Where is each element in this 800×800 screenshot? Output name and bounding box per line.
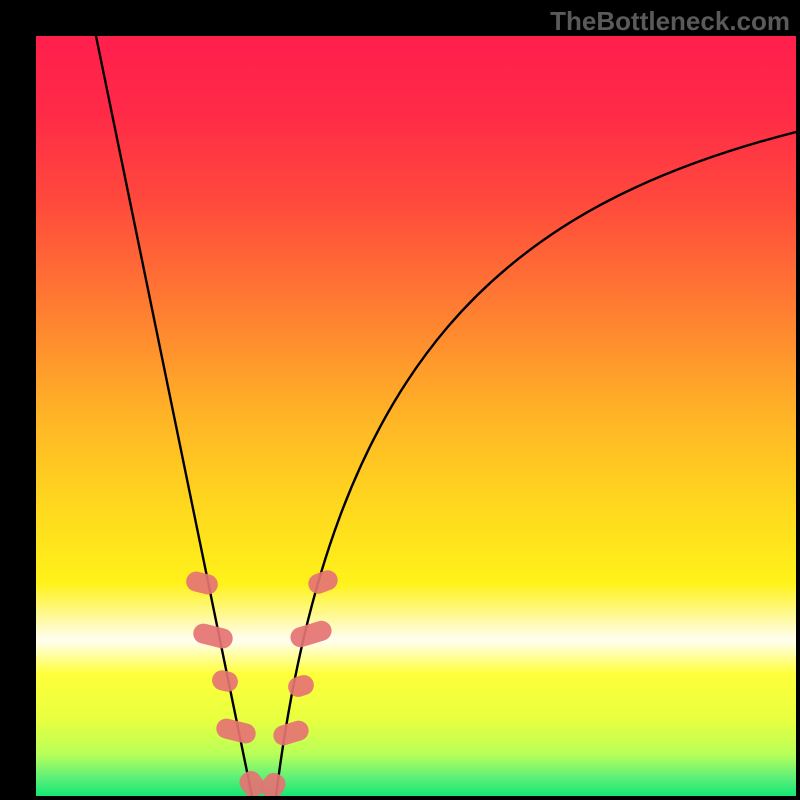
bottleneck-chart: [0, 0, 800, 800]
watermark-text: TheBottleneck.com: [550, 6, 790, 37]
plot-background: [36, 36, 796, 796]
